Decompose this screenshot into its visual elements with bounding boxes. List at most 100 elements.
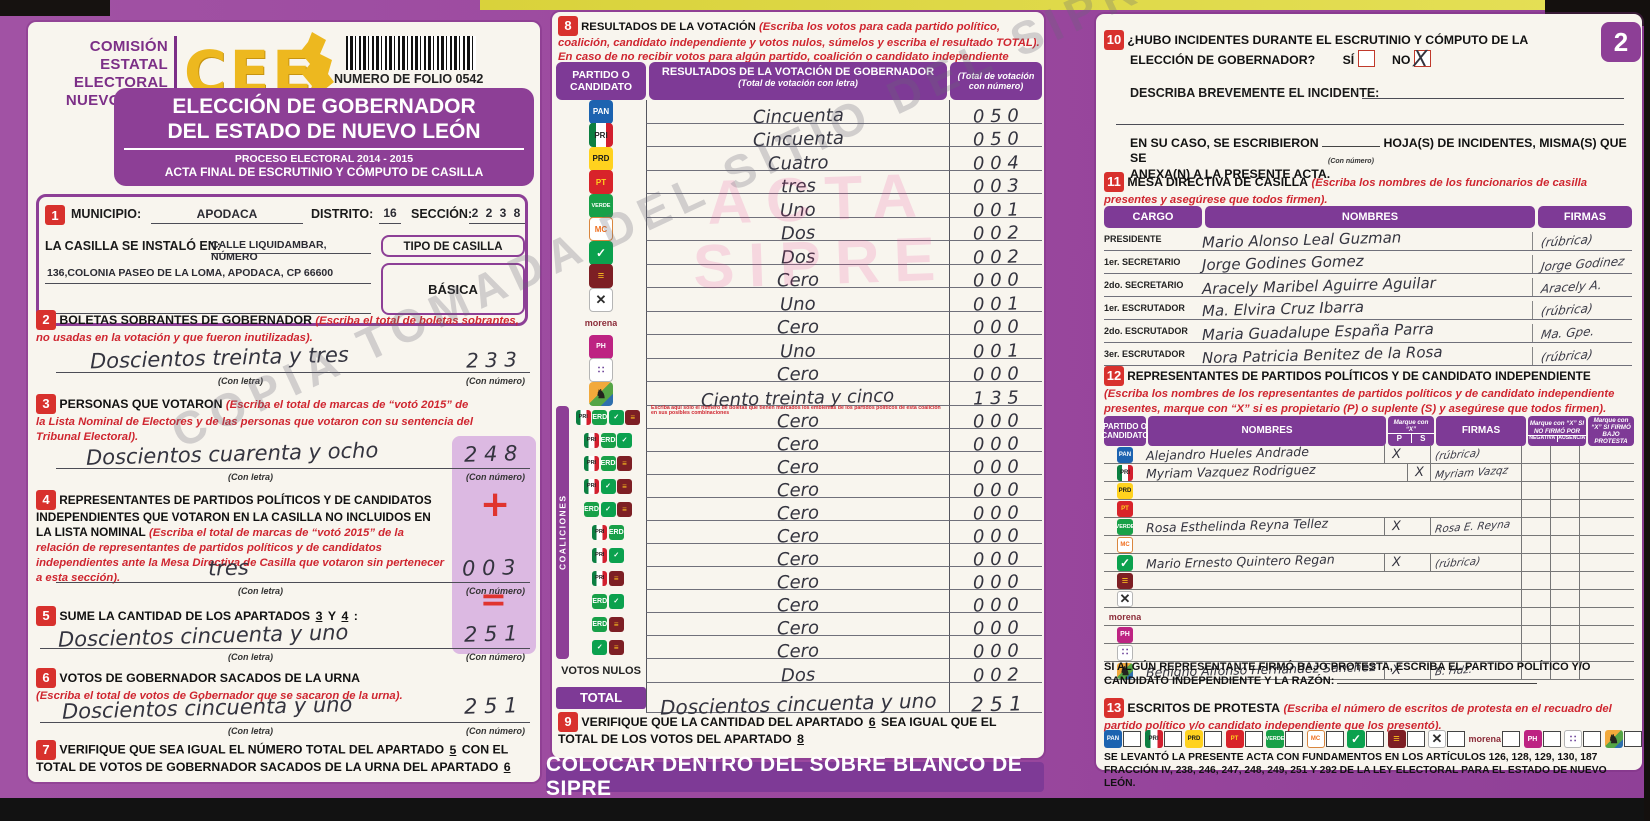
reps-header-no-firmo: Marque con “X” SI NO FIRMÓ POR NEGATIVA A…: [1528, 416, 1586, 446]
section-5-con-numero: (Con número): [466, 652, 525, 662]
reps-row-verde: VERDE Rosa Esthelinda Reyna Tellez X Rosa E…: [1104, 516, 1634, 536]
results-row-pt: PT tres 0 0 3: [556, 170, 1042, 198]
verde-party-icon: VERDE: [600, 432, 616, 448]
mesa-nombre-cell: Aracely Maribel Aguirre Aguilar: [1201, 273, 1532, 299]
section-11-number: 11: [1104, 172, 1124, 192]
votos-nulos-label: VOTOS NULOS: [561, 664, 641, 677]
incidente-line-2: [1116, 124, 1624, 125]
pri-party-icon: PRI: [592, 524, 608, 540]
sobre-blanco-banner: COLOCAR DENTRO DEL SOBRE BLANCO DE SIPRE: [546, 753, 1044, 800]
section-3: 3 PERSONAS QUE VOTARON (Escriba el total…: [36, 394, 476, 445]
results-row-encuentro-party-cell: ∷: [556, 358, 646, 383]
reps-ausencia-cell: [1550, 662, 1579, 679]
mesa-nombre-cell: Maria Guadalupe España Parra: [1201, 319, 1532, 345]
acta-label: ACTA FINAL DE ESCRUTINIO Y CÓMPUTO DE CA…: [164, 165, 484, 179]
reps-nombre-cell: Alejandro Hueles Andrade: [1146, 444, 1384, 463]
section-5: 5 SUME LA CANTIDAD DE LOS APARTADOS 3 Y …: [36, 606, 476, 626]
mesa-firma-value: Ma. Gpe.: [1540, 324, 1596, 342]
mesa-row: PRESIDENTE Mario Alonso Leal Guzman (rúbri…: [1104, 228, 1632, 252]
section-6-con-numero: (Con número): [466, 726, 525, 736]
prd-party-icon: PRD: [1185, 730, 1203, 748]
section-12-title: REPRESENTANTES DE PARTIDOS POLÍTICOS Y D…: [1127, 368, 1591, 383]
protesta-mc-group: MC: [1306, 730, 1344, 748]
reps-row-democrata: ≡: [1104, 572, 1634, 590]
results-row-alianza-party-cell: ✓: [556, 240, 646, 265]
coalition-row-7-numero-cell: 0 0 0: [949, 543, 1042, 570]
total-label-cell: TOTAL: [556, 683, 646, 713]
reps-party-cell: ≡: [1104, 572, 1146, 589]
coalition-row-11-numero-cell: 0 0 0: [949, 635, 1042, 662]
results-row-bronco: ♞ Ciento treinta y cinco 1 3 5: [556, 381, 1042, 411]
results-row-morena-party-cell: morena: [556, 312, 646, 336]
mesa-row: 1er. ESCRUTADOR Ma. Elvira Cruz Ibarra (rú…: [1104, 297, 1632, 320]
pri-party-icon: PRI: [592, 547, 608, 563]
results-row-mc-party-cell: MC: [556, 217, 646, 242]
section-11: 11 MESA DIRECTIVA DE CASILLA (Escriba lo…: [1104, 172, 1624, 207]
section-9-text-pre: VERIFIQUE QUE LA CANTIDAD DEL APARTADO: [581, 715, 864, 730]
coalition-row-11-party-cell: ✓ ≡: [556, 636, 646, 659]
results-row-cruzada-numero-cell: 0 0 1: [949, 288, 1042, 315]
coalition-row-7-party-cell: PRI ✓: [556, 544, 646, 567]
encuentro-party-icon: ∷: [589, 358, 613, 383]
section-4-letra-value: tres: [207, 555, 250, 581]
pri-party-icon: PRI: [589, 123, 613, 148]
reps-ausencia-cell: [1550, 446, 1579, 463]
reps-firma-value: Myriam Vazqz: [1434, 464, 1509, 482]
coalition-row-4: PRI ✓ ≡ Cero 0 0 0: [556, 474, 1042, 501]
scan-edge-bottom: [0, 798, 1650, 821]
pri-party-icon: PRI: [584, 432, 599, 448]
verde-party-icon: VERDE: [589, 193, 613, 218]
hojas-count-line: (Con número): [1322, 146, 1381, 165]
mesa-nombre-cell: Jorge Godines Gomez: [1202, 252, 1532, 274]
election-title-box: ELECCIÓN DE GOBERNADOR DEL ESTADO DE NUE…: [114, 88, 534, 186]
results-column: 8 RESULTADOS DE LA VOTACIÓN (Escriba los…: [552, 12, 1044, 758]
pri-party-icon: PRI: [1117, 464, 1133, 481]
section-6-write-line: [40, 722, 530, 723]
section-2-letra-value: Doscientos treinta y tres: [89, 342, 350, 374]
section-7-number: 7: [36, 740, 56, 760]
pt-party-icon: PT: [1225, 730, 1244, 748]
coalition-icons: ✓ ≡: [592, 639, 624, 655]
mesa-firma-cell: Jorge Godinez: [1532, 254, 1632, 274]
alianza-party-icon: ✓: [600, 501, 616, 517]
section-13-instruction: (Escriba el número de escritos de protes…: [1104, 702, 1612, 732]
reps-protesta-cell: [1579, 662, 1634, 679]
reps-protesta-cell: [1579, 626, 1634, 643]
folio-barcode: [346, 36, 476, 70]
section-2-numero-value: 2 3 3: [465, 347, 518, 373]
reps-header-protesta: Marque con “X” SI FIRMÓ BAJO PROTESTA: [1588, 416, 1634, 446]
protesta-pt-count-box: [1244, 731, 1263, 747]
verde-party-icon: VERDE: [592, 593, 608, 609]
alianza-party-icon: ✓: [600, 478, 616, 494]
results-row-morena-numero-cell: 0 0 0: [949, 311, 1042, 339]
pri-party-icon: PRI: [584, 478, 599, 494]
section-5-number: 5: [36, 606, 56, 626]
coaliciones-label: COALICIONES: [557, 494, 568, 570]
coalition-icons: PRI ✓: [592, 547, 624, 563]
section-8: 8 RESULTADOS DE LA VOTACIÓN (Escriba los…: [558, 16, 1040, 78]
section-4-number: 4: [36, 490, 56, 510]
scan-edge-right: [1644, 0, 1650, 821]
results-row-humanista-numero-cell: 0 0 1: [949, 335, 1042, 362]
results-row-verde-letra-cell: Uno: [646, 194, 949, 221]
mesa-nombre-value: Aracely Maribel Aguirre Aguilar: [1201, 273, 1437, 299]
mesa-nombre-value: Maria Guadalupe España Parra: [1201, 319, 1435, 345]
municipio-label: MUNICIPIO:: [71, 207, 142, 221]
section-3-con-numero: (Con número): [466, 472, 525, 482]
reps-negativa-cell: [1521, 446, 1550, 463]
coalition-row-10-party-cell: VERDE≡: [556, 613, 646, 636]
democrata-party-icon: ≡: [608, 570, 624, 586]
coalition-icons: PRIVERDE✓: [584, 432, 632, 448]
distrito-label: DISTRITO:: [311, 207, 374, 221]
reps-ausencia-cell: [1550, 626, 1579, 643]
results-row-mc-numero-cell: 0 0 2: [949, 217, 1042, 245]
section-5-write-line: [40, 648, 530, 649]
results-row-pan-numero-cell: 0 5 0: [949, 100, 1042, 127]
results-table: PARTIDO O CANDIDATO RESULTADOS DE LA VOT…: [556, 62, 1042, 719]
coalition-icons: PRI ✓ ≡: [584, 478, 632, 494]
results-row-pan: PAN Cincuenta 0 5 0: [556, 99, 1042, 128]
mesa-firma-cell: (rúbrica): [1532, 347, 1632, 365]
pan-party-icon: PAN: [589, 99, 613, 124]
reps-firma-cell: B. Hdz.: [1430, 661, 1521, 679]
